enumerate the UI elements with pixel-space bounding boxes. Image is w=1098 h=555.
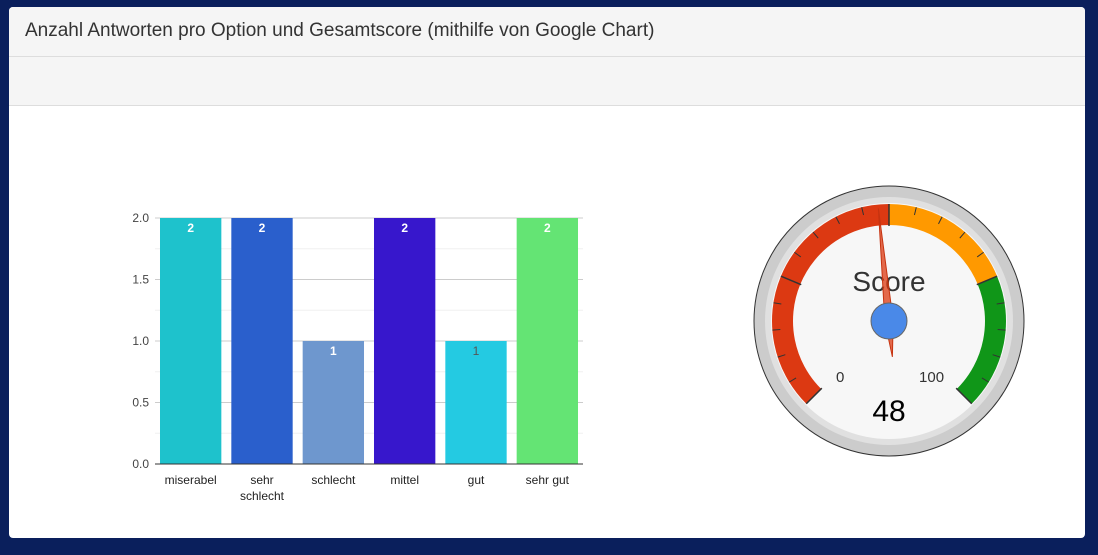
gauge-minor-tick [812,231,819,239]
bar-data-label: 2 [401,221,408,235]
gauge-band [889,204,998,285]
panel-title: Anzahl Antworten pro Option und Gesamtsc… [9,7,1085,57]
chart-panel: Anzahl Antworten pro Option und Gesamtsc… [9,7,1085,538]
gauge-band [772,204,889,404]
gauge-minor-tick [959,231,966,239]
x-tick-label: gut [468,473,485,487]
gauge-major-tick [780,275,802,286]
gauge-minor-tick [996,302,1005,305]
bar [159,218,222,464]
gauge-minor-tick [976,251,984,258]
x-tick-label: schlecht [311,473,356,487]
x-tick-label: sehr [250,473,273,487]
gauge-major-tick [805,387,823,405]
bar-data-label: 2 [187,221,194,235]
x-tick-label: mittel [390,473,419,487]
y-tick-label: 1.0 [132,334,149,348]
gauge-minor-tick [997,329,1006,331]
gauge-minor-tick [772,329,781,331]
gauge-minor-tick [938,216,943,225]
gauge-minor-tick [835,216,840,225]
y-tick-label: 1.5 [132,273,149,287]
gauge-min-label: 0 [836,369,844,386]
panel-body: 0.0 0.5 1.0 1.5 2.0 2 miserabel 2 sehr schlecht 1 s… [9,106,1085,538]
gauge-max-label: 100 [919,369,944,386]
gauge-center-cap [870,302,908,340]
gauge-minor-tick [777,354,786,358]
gauge-major-tick [955,387,973,405]
bar [445,341,507,464]
gauge-minor-tick [981,377,990,383]
panel-toolbar [9,57,1085,106]
gauge-minor-tick [992,354,1001,358]
gauge-value-label: 48 [872,395,905,428]
gauge-major-tick [976,275,998,286]
y-tick-label: 0.0 [132,457,149,471]
bar [373,218,436,464]
bar-chart: 0.0 0.5 1.0 1.5 2.0 2 miserabel 2 sehr schlecht 1 s… [132,211,583,503]
gauge-minor-tick [773,302,782,305]
y-tick-label: 0.5 [132,396,149,410]
bar-data-label: 1 [330,344,337,358]
gauge-band [956,276,1006,404]
x-tick-label: miserabel [165,473,217,487]
gauge-minor-tick [794,251,802,258]
bar [302,341,365,464]
bar-data-label: 1 [473,344,480,358]
gauge-minor-tick [788,377,797,383]
y-tick-label: 2.0 [132,211,149,225]
bar-data-label: 2 [259,221,266,235]
x-tick-label: sehr gut [526,473,570,487]
bar-data-label: 2 [544,221,551,235]
gauge-minor-tick [913,207,917,216]
bar [516,218,579,464]
gauge-minor-tick [861,207,865,216]
x-tick-label: schlecht [240,489,285,503]
bar [231,218,293,464]
